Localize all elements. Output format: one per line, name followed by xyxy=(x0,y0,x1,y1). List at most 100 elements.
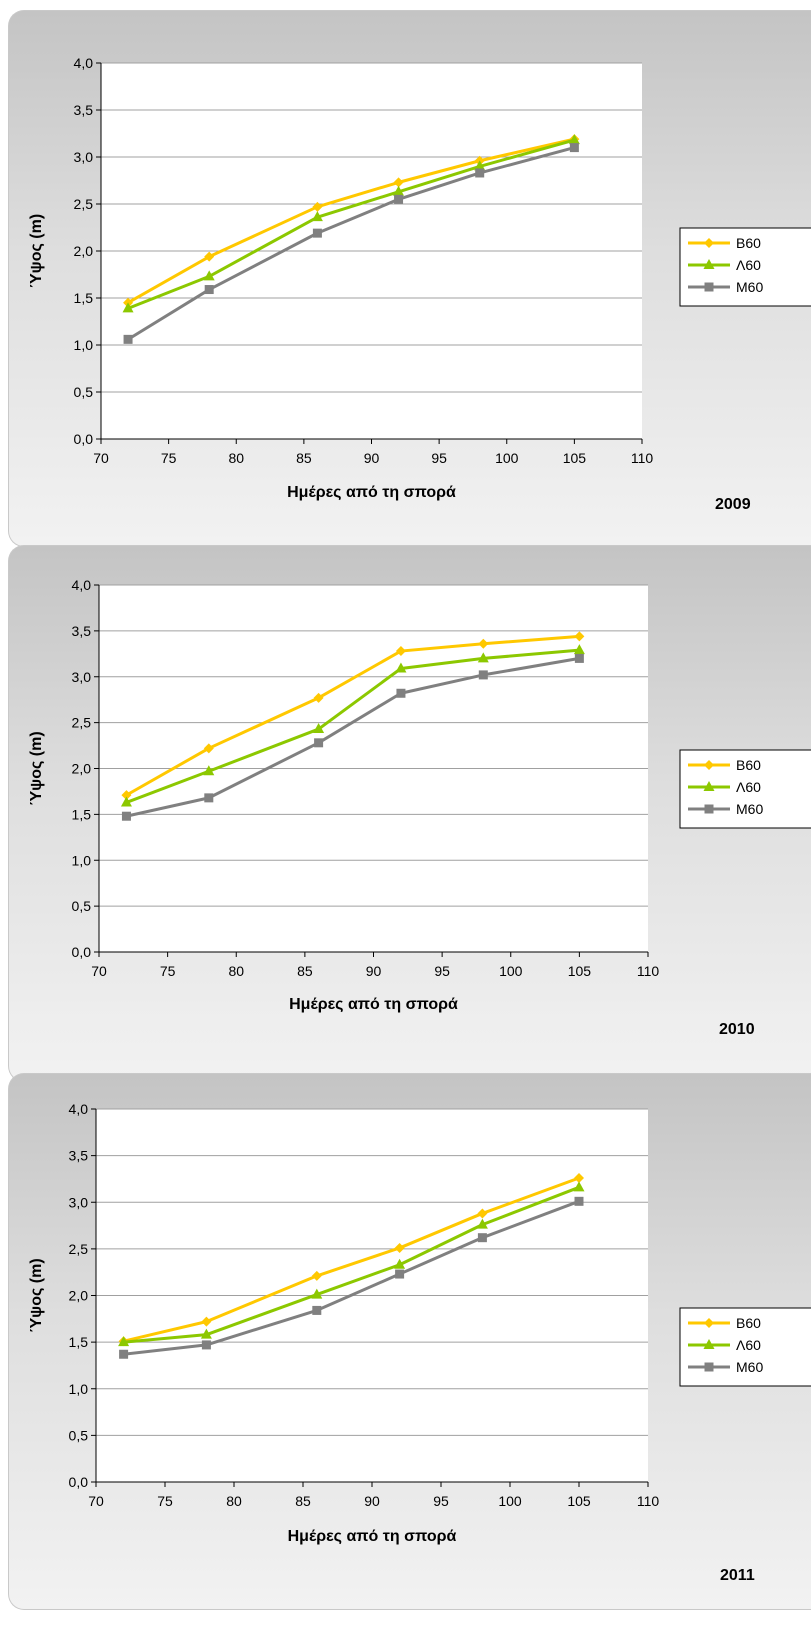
data-point-Μ60 xyxy=(314,738,324,748)
series-line-Μ60 xyxy=(123,1199,580,1356)
x-axis-title: Ημέρες από τη σπορά xyxy=(287,484,456,501)
data-point-Β60 xyxy=(201,1316,212,1327)
data-point-Λ60 xyxy=(122,302,134,313)
y-tick-label: 2,5 xyxy=(74,196,94,212)
x-tick-label: 110 xyxy=(637,963,660,979)
data-point-Λ60 xyxy=(395,662,407,673)
data-point-Β60 xyxy=(574,1173,584,1184)
data-point-Μ60 xyxy=(312,228,322,238)
data-point-Λ60 xyxy=(394,1258,406,1269)
legend-marker-Λ60 xyxy=(703,1339,715,1349)
data-point-Λ60 xyxy=(313,723,325,734)
y-tick-label: 1,5 xyxy=(72,806,92,822)
data-point-Μ60 xyxy=(574,653,584,663)
legend-label-Μ60: Μ60 xyxy=(736,1359,763,1375)
data-point-Μ60 xyxy=(119,1349,129,1359)
x-tick-label: 95 xyxy=(434,963,450,979)
x-tick-label: 70 xyxy=(88,1493,104,1509)
data-point-Λ60 xyxy=(311,1288,323,1299)
x-tick-label: 105 xyxy=(567,1493,591,1509)
data-point-Λ60 xyxy=(573,644,585,655)
y-tick-label: 2,5 xyxy=(69,1241,89,1257)
legend-marker-Μ60 xyxy=(704,804,714,814)
data-point-Μ60 xyxy=(121,811,131,821)
y-tick-label: 0,5 xyxy=(69,1427,89,1443)
chart-panel-2009: 0,0 0,5 1,0 1,5 2,0 2,5 3,0 3,5 4,0 70 75 80 85 90 95 1… xyxy=(8,10,811,547)
data-point-Μ60 xyxy=(569,143,579,153)
y-axis-title: Ύψος (m) xyxy=(28,214,45,288)
x-tick-label: 90 xyxy=(366,963,382,979)
x-tick-label: 110 xyxy=(631,450,654,466)
data-point-Β60 xyxy=(313,692,324,703)
legend xyxy=(679,749,811,829)
data-point-Λ60 xyxy=(200,1328,212,1339)
y-tick-label: 0,5 xyxy=(72,898,92,914)
x-tick-label: 70 xyxy=(93,450,109,466)
data-point-Β60 xyxy=(204,251,215,262)
y-tick-label: 3,0 xyxy=(69,1194,89,1210)
y-tick-label: 3,5 xyxy=(72,623,92,639)
data-point-Μ60 xyxy=(396,688,406,698)
x-tick-label: 85 xyxy=(295,1493,311,1509)
data-point-Μ60 xyxy=(574,1196,584,1206)
series-line-Λ60 xyxy=(127,138,575,310)
x-tick-label: 75 xyxy=(160,963,176,979)
data-point-Λ60 xyxy=(476,1218,488,1229)
series-line-Μ60 xyxy=(127,146,575,341)
series-line-Λ60 xyxy=(125,648,580,804)
data-point-Λ60 xyxy=(118,1336,130,1347)
x-tick-label: 90 xyxy=(364,450,380,466)
legend-marker-Β60 xyxy=(704,760,714,770)
legend-label-Λ60: Λ60 xyxy=(736,1337,761,1353)
x-tick-label: 75 xyxy=(157,1493,173,1509)
data-point-Μ60 xyxy=(478,670,488,680)
x-tick-label: 80 xyxy=(226,1493,242,1509)
y-tick-label: 1,0 xyxy=(69,1381,89,1397)
data-point-Β60 xyxy=(478,638,489,649)
series-line-Β60 xyxy=(123,1176,580,1343)
x-tick-label: 105 xyxy=(568,963,592,979)
legend-label-Μ60: Μ60 xyxy=(736,801,763,817)
y-tick-label: 4,0 xyxy=(69,1101,89,1117)
x-tick-label: 100 xyxy=(498,1493,522,1509)
chart-2011: 0,0 0,5 1,0 1,5 2,0 2,5 3,0 3,5 4,0 70 75 80 85 90 95 1… xyxy=(28,1101,811,1584)
series-line-Μ60 xyxy=(126,656,580,818)
data-point-Μ60 xyxy=(201,1340,211,1350)
legend-marker-Β60 xyxy=(704,1318,714,1328)
x-axis-title: Ημέρες από τη σπορά xyxy=(289,996,458,1013)
legend-label-Λ60: Λ60 xyxy=(736,779,761,795)
y-tick-label: 4,0 xyxy=(74,55,94,71)
y-tick-label: 2,0 xyxy=(72,761,92,777)
data-point-Β60 xyxy=(477,1208,488,1219)
data-point-Μ60 xyxy=(477,1233,487,1243)
x-tick-label: 90 xyxy=(364,1493,380,1509)
y-tick-label: 1,0 xyxy=(74,337,94,353)
legend-marker-Μ60 xyxy=(704,282,714,292)
series-line-Λ60 xyxy=(123,1185,580,1344)
series-line-Β60 xyxy=(127,137,575,305)
chart-2010: 0,0 0,5 1,0 1,5 2,0 2,5 3,0 3,5 4,0 70 75 80 85 90 95 1… xyxy=(28,577,811,1038)
x-tick-label: 95 xyxy=(433,1493,449,1509)
legend-marker-Β60 xyxy=(704,238,714,248)
legend-marker-Λ60 xyxy=(703,259,715,269)
legend-label-Β60: Β60 xyxy=(736,1315,761,1331)
year-label: 2009 xyxy=(715,496,751,513)
chart-2009: 0,0 0,5 1,0 1,5 2,0 2,5 3,0 3,5 4,0 70 75 80 85 90 95 1… xyxy=(28,55,811,513)
data-point-Λ60 xyxy=(573,1181,585,1192)
y-axis-title: Ύψος (m) xyxy=(28,731,45,805)
data-point-Λ60 xyxy=(203,270,215,281)
data-point-Λ60 xyxy=(393,185,405,196)
legend xyxy=(679,227,811,307)
year-label: 2010 xyxy=(719,1021,755,1038)
data-point-Β60 xyxy=(121,790,132,801)
data-point-Β60 xyxy=(574,631,585,642)
data-point-Μ60 xyxy=(312,1305,322,1315)
x-tick-label: 110 xyxy=(637,1493,660,1509)
data-point-Β60 xyxy=(394,1242,405,1253)
data-point-Λ60 xyxy=(474,160,486,171)
data-point-Β60 xyxy=(203,743,214,754)
x-tick-label: 100 xyxy=(499,963,523,979)
data-point-Λ60 xyxy=(311,211,323,222)
data-point-Μ60 xyxy=(204,793,214,803)
x-tick-label: 80 xyxy=(228,450,244,466)
